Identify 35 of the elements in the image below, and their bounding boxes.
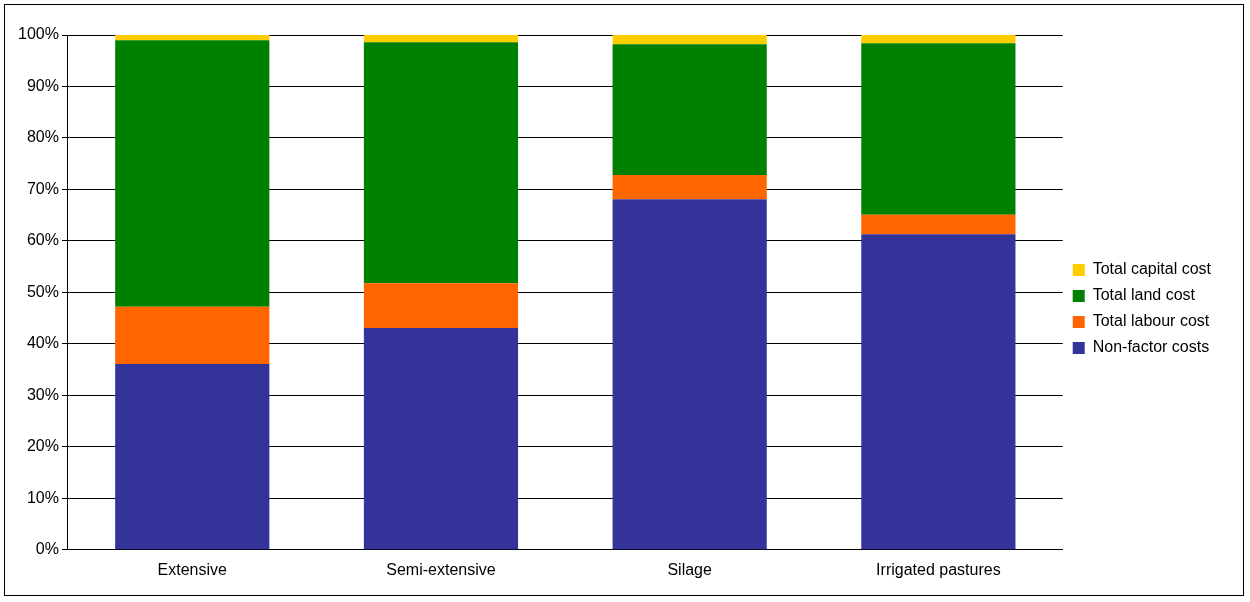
bar: [363, 283, 519, 328]
bar: [363, 327, 519, 550]
y-tick-label: 90%: [26, 76, 59, 94]
bar: [115, 40, 270, 307]
bar: [612, 199, 767, 550]
bar: [363, 42, 519, 284]
bar: [115, 35, 270, 41]
y-tick-label: 0%: [35, 540, 59, 558]
y-tick-label: 60%: [26, 231, 59, 249]
bar: [861, 43, 1016, 215]
bar: [612, 35, 767, 45]
y-tick-label: 100%: [18, 25, 59, 43]
bar: [115, 306, 270, 364]
legend-label: Total labour cost: [1092, 312, 1210, 330]
legend-label: Total land cost: [1092, 286, 1196, 304]
bar: [861, 214, 1016, 235]
y-tick-label: 80%: [26, 128, 59, 146]
bar: [861, 35, 1016, 44]
x-tick-label: Irrigated pastures: [876, 560, 1001, 578]
y-tick-label: 20%: [26, 437, 59, 455]
bar: [612, 175, 767, 200]
y-tick-label: 70%: [26, 179, 59, 197]
bar: [861, 234, 1016, 550]
legend-label: Total capital cost: [1092, 260, 1212, 278]
y-tick-label: 30%: [26, 385, 59, 403]
legend-label: Non-factor costs: [1092, 338, 1210, 356]
y-tick-label: 40%: [26, 334, 59, 352]
x-tick-label: Semi-extensive: [386, 560, 496, 578]
y-tick-label: 10%: [26, 488, 59, 506]
bar: [363, 35, 519, 43]
y-tick-label: 50%: [26, 282, 59, 300]
bar: [115, 363, 270, 550]
x-tick-label: Silage: [667, 560, 713, 578]
bar: [612, 44, 767, 176]
x-tick-label: Extensive: [157, 560, 228, 578]
